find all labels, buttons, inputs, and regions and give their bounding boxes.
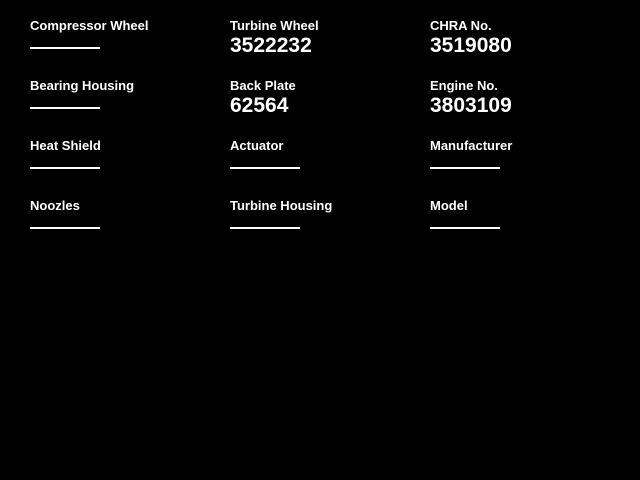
field-blank-underline-noozles[interactable] (30, 227, 100, 229)
field-label-actuator: Actuator (230, 138, 284, 153)
field-label-back-plate: Back Plate (230, 78, 296, 93)
field-blank-underline-compressor-wheel[interactable] (30, 47, 100, 49)
field-manufacturer: Manufacturer (430, 138, 630, 198)
field-value-turbine-wheel[interactable]: 3522232 (230, 34, 312, 57)
field-value-back-plate[interactable]: 62564 (230, 94, 289, 117)
field-compressor-wheel: Compressor Wheel (30, 18, 230, 78)
field-blank-underline-manufacturer[interactable] (430, 167, 500, 169)
field-blank-underline-actuator[interactable] (230, 167, 300, 169)
field-value-engine-no[interactable]: 3803109 (430, 94, 512, 117)
field-label-manufacturer: Manufacturer (430, 138, 513, 153)
field-chra-no: CHRA No. 3519080 (430, 18, 630, 78)
field-blank-underline-turbine-housing[interactable] (230, 227, 300, 229)
field-blank-underline-bearing-housing[interactable] (30, 107, 100, 109)
field-turbine-wheel: Turbine Wheel 3522232 (230, 18, 430, 78)
field-label-turbine-housing: Turbine Housing (230, 198, 333, 213)
field-model: Model (430, 198, 630, 258)
field-label-noozles: Noozles (30, 198, 80, 213)
field-noozles: Noozles (30, 198, 230, 258)
field-value-chra-no[interactable]: 3519080 (430, 34, 512, 57)
field-label-engine-no: Engine No. (430, 78, 498, 93)
field-turbine-housing: Turbine Housing (230, 198, 430, 258)
field-label-model: Model (430, 198, 468, 213)
field-blank-underline-heat-shield[interactable] (30, 167, 100, 169)
field-label-compressor-wheel: Compressor Wheel (30, 18, 149, 33)
field-bearing-housing: Bearing Housing (30, 78, 230, 138)
field-label-bearing-housing: Bearing Housing (30, 78, 135, 93)
field-label-chra-no: CHRA No. (430, 18, 492, 33)
field-label-turbine-wheel: Turbine Wheel (230, 18, 319, 33)
field-back-plate: Back Plate 62564 (230, 78, 430, 138)
field-blank-underline-model[interactable] (430, 227, 500, 229)
field-actuator: Actuator (230, 138, 430, 198)
parts-fields-grid: Compressor Wheel Turbine Wheel 3522232 C… (30, 18, 630, 258)
field-heat-shield: Heat Shield (30, 138, 230, 198)
field-label-heat-shield: Heat Shield (30, 138, 101, 153)
field-engine-no: Engine No. 3803109 (430, 78, 630, 138)
